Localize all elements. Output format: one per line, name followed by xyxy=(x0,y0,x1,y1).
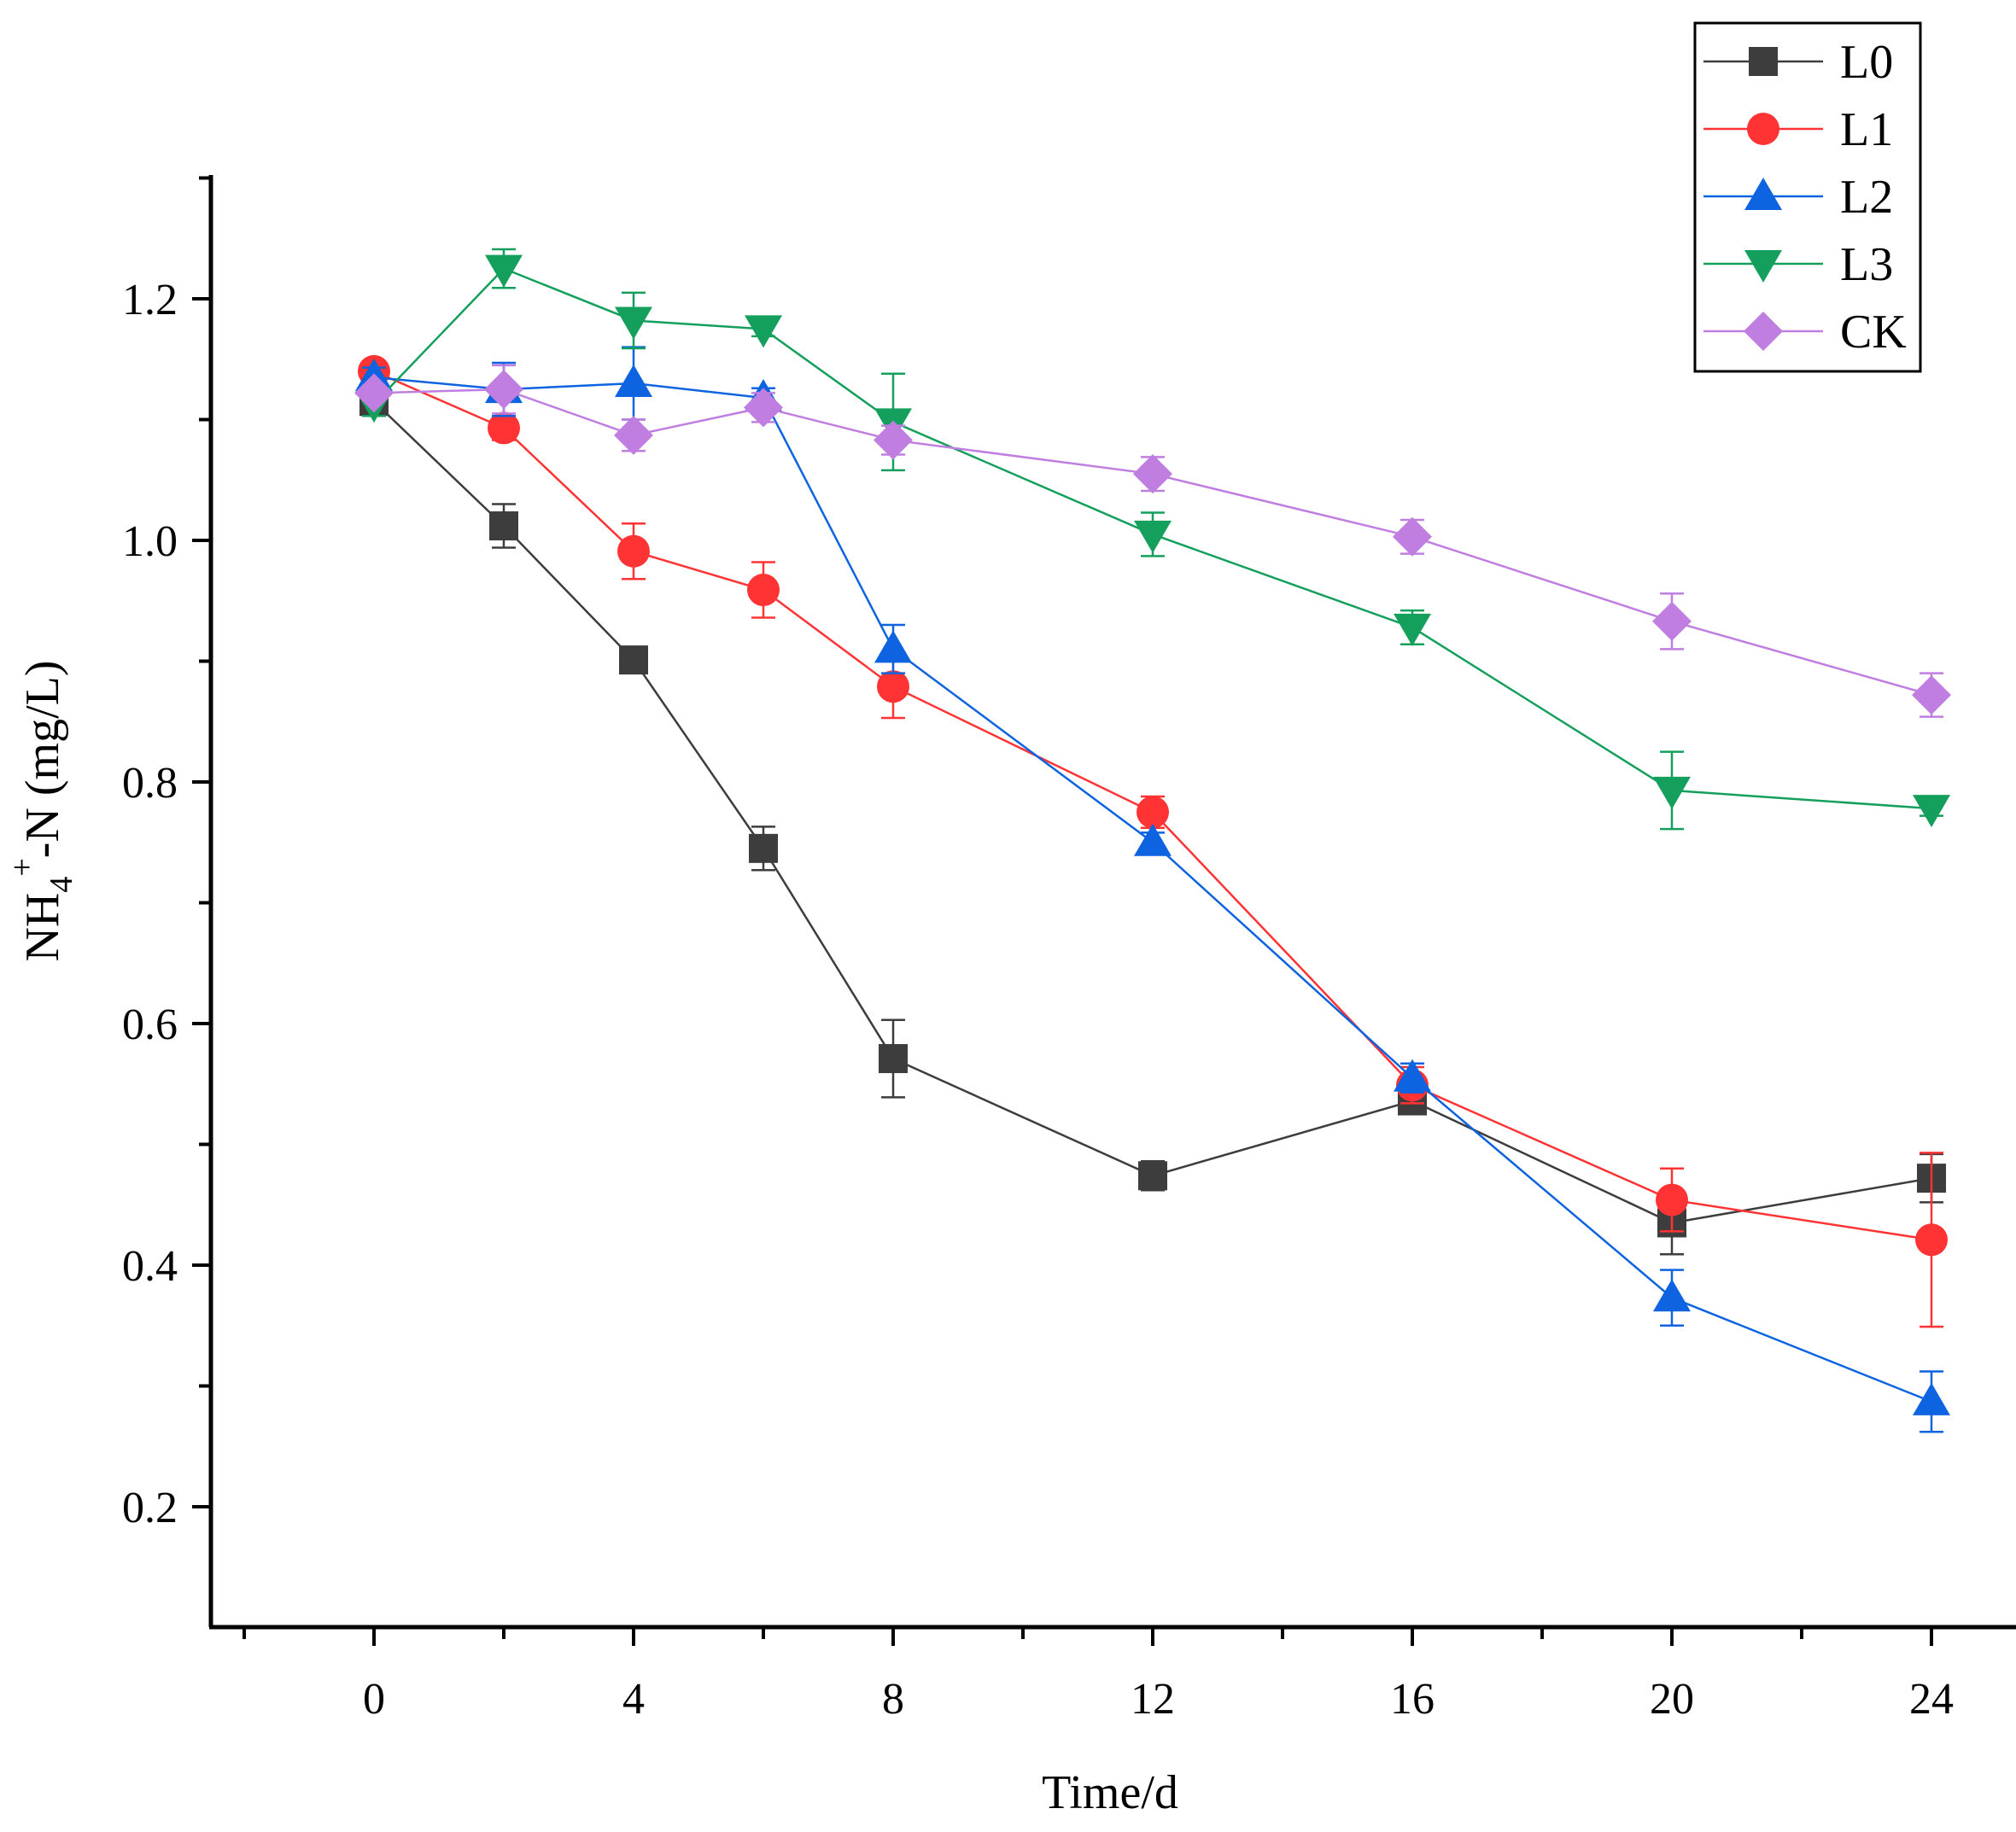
data-point xyxy=(1913,795,1950,828)
data-point xyxy=(1137,796,1169,829)
y-tick-label: 0.6 xyxy=(122,1001,178,1049)
x-tick-label: 16 xyxy=(1390,1675,1435,1724)
x-axis-ticks xyxy=(243,1627,1933,1646)
data-point xyxy=(744,388,783,428)
legend: L0 L1 L2 L3 CK xyxy=(1693,21,1922,373)
y-axis-ticks xyxy=(192,176,211,1508)
data-point xyxy=(1915,1223,1948,1257)
data-point xyxy=(1912,675,1951,715)
y-axis-title: NH4+-N (mg/L) xyxy=(4,660,79,961)
data-point xyxy=(615,306,652,340)
legend-marker xyxy=(1749,47,1778,76)
x-tick-label: 4 xyxy=(622,1675,645,1724)
x-tick-label: 20 xyxy=(1650,1675,1694,1724)
data-point xyxy=(1134,823,1172,856)
y-tick-label: 1.0 xyxy=(122,517,178,566)
series-ck xyxy=(354,364,1951,718)
data-point xyxy=(749,833,778,863)
legend-item-l2: L2 xyxy=(1703,171,1893,224)
y-tick-label: 1.2 xyxy=(122,276,178,324)
data-point xyxy=(1138,1161,1167,1191)
data-point xyxy=(1394,613,1431,646)
data-point xyxy=(489,511,518,541)
data-point xyxy=(874,630,912,663)
x-axis-title: Time/d xyxy=(1042,1766,1178,1819)
data-point xyxy=(1393,516,1432,557)
data-point xyxy=(617,534,650,568)
data-point xyxy=(1913,1382,1950,1415)
data-point xyxy=(1133,454,1172,494)
y-axis-title-base: NH xyxy=(16,893,69,962)
y-axis-title-sup: + xyxy=(4,858,40,876)
data-point xyxy=(874,420,913,460)
data-point xyxy=(745,315,782,348)
legend-item-ck: CK xyxy=(1703,306,1907,359)
series-layer xyxy=(354,248,1951,1433)
legend-label: L1 xyxy=(1840,103,1893,156)
y-tick-label: 0.4 xyxy=(122,1242,178,1291)
legend-label: L3 xyxy=(1840,238,1893,291)
data-point xyxy=(1394,1059,1431,1092)
y-axis-title-sub: 4 xyxy=(44,877,79,893)
data-point xyxy=(615,365,652,398)
legend-label: L2 xyxy=(1840,171,1893,224)
data-point xyxy=(1653,776,1691,809)
data-point xyxy=(877,670,909,703)
series-l0 xyxy=(359,387,1946,1256)
legend-label: CK xyxy=(1840,306,1907,359)
data-point xyxy=(485,254,523,288)
legend-label: L0 xyxy=(1840,36,1893,89)
data-point xyxy=(614,415,653,455)
data-point xyxy=(619,645,648,675)
legend-item-l0: L0 xyxy=(1703,36,1893,89)
x-tick-label: 8 xyxy=(882,1675,904,1724)
legend-marker xyxy=(1744,178,1782,210)
axes xyxy=(208,175,2016,1630)
data-point xyxy=(879,1044,908,1074)
legend-item-l3: L3 xyxy=(1703,238,1893,291)
data-point xyxy=(354,373,394,413)
data-point xyxy=(1134,520,1172,553)
series-l2 xyxy=(355,346,1950,1433)
x-tick-label: 24 xyxy=(1909,1675,1954,1724)
data-point xyxy=(484,370,523,410)
legend-item-l1: L1 xyxy=(1703,103,1893,156)
y-tick-labels: 0.2 0.4 0.6 0.8 1.0 1.2 xyxy=(122,276,178,1532)
y-tick-label: 0.2 xyxy=(122,1484,178,1532)
data-point xyxy=(1652,601,1692,641)
data-point xyxy=(1653,1279,1691,1312)
data-point xyxy=(488,411,520,445)
legend-marker xyxy=(1744,250,1782,283)
data-point xyxy=(747,574,780,607)
data-point xyxy=(1656,1183,1688,1216)
y-tick-label: 0.8 xyxy=(122,759,178,808)
y-axis-title-rest: -N (mg/L) xyxy=(16,660,69,858)
legend-marker xyxy=(1744,312,1783,351)
x-tick-labels: 0 4 8 12 16 20 24 xyxy=(363,1675,1954,1724)
x-tick-label: 12 xyxy=(1131,1675,1175,1724)
x-tick-label: 0 xyxy=(363,1675,385,1724)
legend-marker xyxy=(1747,113,1779,145)
